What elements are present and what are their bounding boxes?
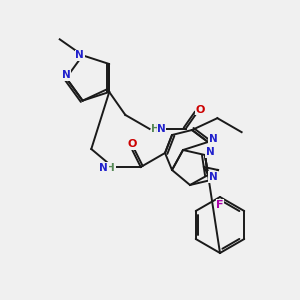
Text: N: N: [208, 172, 217, 182]
Text: H: H: [106, 163, 115, 173]
Text: O: O: [128, 139, 137, 149]
Text: N: N: [62, 70, 70, 80]
Text: N: N: [208, 134, 217, 144]
Text: N: N: [157, 124, 166, 134]
Text: H: H: [151, 124, 160, 134]
Text: N: N: [75, 50, 84, 60]
Text: F: F: [216, 200, 224, 210]
Text: N: N: [206, 147, 214, 157]
Text: N: N: [99, 163, 108, 173]
Text: O: O: [195, 105, 205, 115]
